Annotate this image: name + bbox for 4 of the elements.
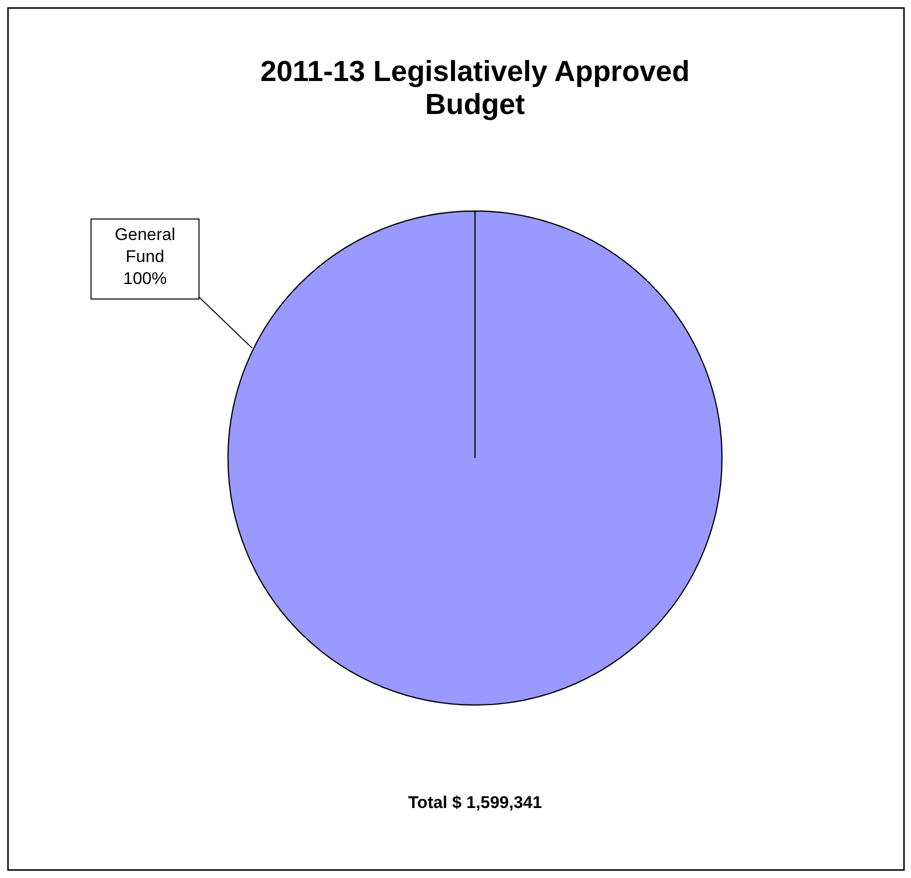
slice-label: General Fund [114, 225, 176, 266]
data-label: 100% [123, 269, 167, 288]
text: Total $ 1,599,341 [408, 793, 542, 812]
chart-title: 2011-13 Legislatively Approved Budget [260, 56, 690, 121]
